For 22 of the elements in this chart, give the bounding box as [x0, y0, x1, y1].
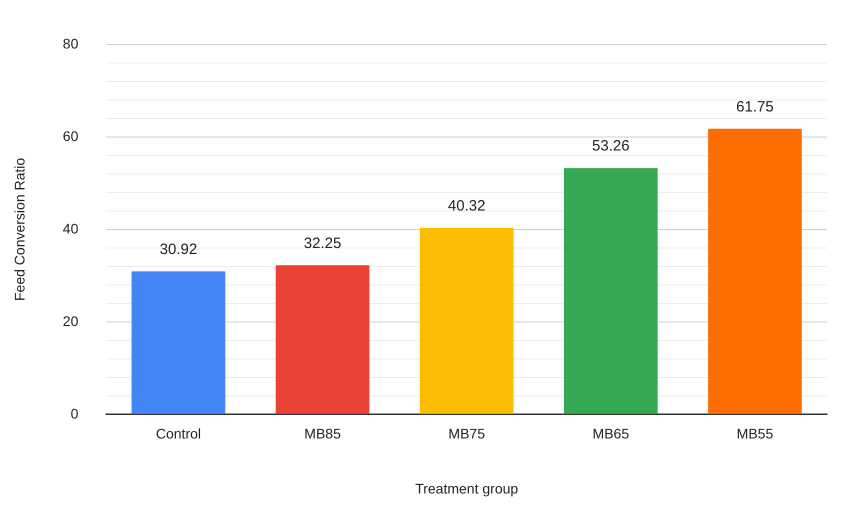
bar [276, 265, 370, 414]
x-tick-label: MB75 [448, 426, 486, 442]
bar [132, 271, 226, 414]
y-axis-title: Feed Conversion Ratio [11, 158, 28, 301]
y-tick-label: 0 [70, 405, 79, 422]
y-tick-label: 20 [62, 312, 79, 329]
x-tick-label: Control [156, 426, 202, 442]
data-label: 30.92 [160, 241, 198, 258]
x-axis-title: Treatment group [415, 480, 518, 496]
bar [564, 168, 658, 414]
bar [420, 228, 514, 414]
bar [708, 128, 802, 414]
y-tick-label: 40 [62, 220, 79, 236]
data-label: 53.26 [592, 138, 630, 155]
x-tick-label: MB65 [592, 426, 630, 442]
y-tick-label: 80 [62, 35, 79, 52]
x-tick-label: MB55 [736, 426, 774, 442]
data-label: 32.25 [304, 234, 342, 252]
data-label: 61.75 [736, 98, 774, 116]
x-tick-label: MB85 [304, 426, 342, 442]
y-tick-label: 60 [62, 128, 79, 144]
data-label: 40.32 [448, 198, 486, 215]
